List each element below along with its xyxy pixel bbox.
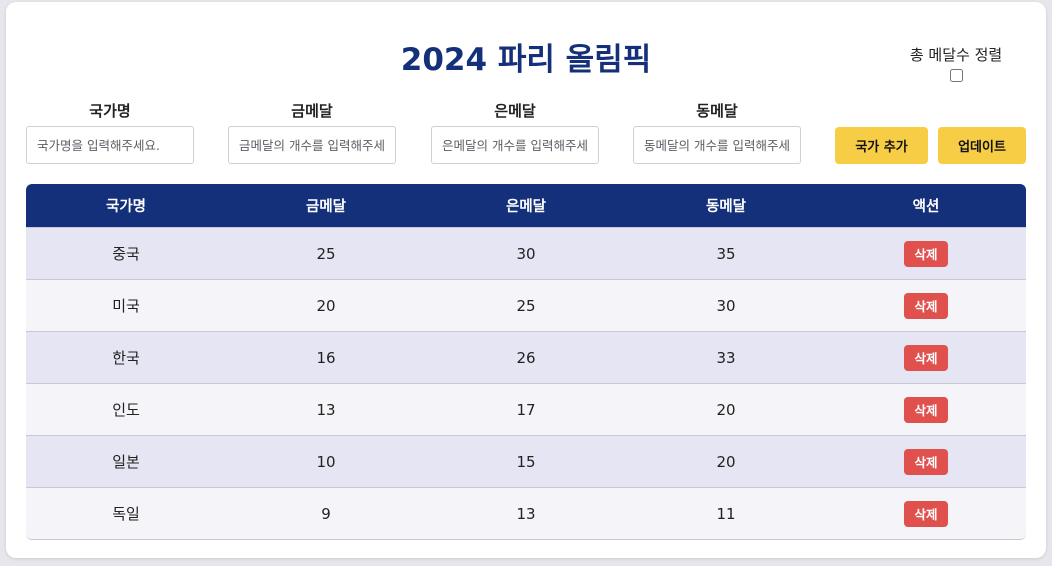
cell-silver: 25 bbox=[426, 279, 626, 332]
cell-silver: 17 bbox=[426, 383, 626, 436]
gold-field-group: 금메달 bbox=[228, 100, 396, 164]
silver-label: 은메달 bbox=[494, 102, 536, 120]
header-gold: 금메달 bbox=[226, 184, 426, 228]
cell-country: 미국 bbox=[26, 279, 226, 332]
sort-by-total-checkbox[interactable] bbox=[949, 69, 963, 82]
cell-silver: 26 bbox=[426, 331, 626, 384]
cell-country: 중국 bbox=[26, 227, 226, 280]
cell-action: 삭제 bbox=[826, 487, 1026, 539]
table-row: 일본 10 15 20 삭제 bbox=[26, 435, 1026, 488]
bronze-input[interactable] bbox=[633, 126, 801, 164]
medal-table: 국가명 금메달 은메달 동메달 액션 중국 25 30 35 삭제 미국 20 … bbox=[26, 184, 1026, 539]
cell-country: 인도 bbox=[26, 383, 226, 436]
header-action: 액션 bbox=[826, 184, 1026, 228]
delete-button[interactable]: 삭제 bbox=[904, 500, 948, 527]
cell-bronze: 35 bbox=[626, 227, 826, 280]
silver-field-group: 은메달 bbox=[431, 100, 599, 164]
bronze-label: 동메달 bbox=[696, 102, 738, 120]
header-country: 국가명 bbox=[26, 184, 226, 228]
gold-label: 금메달 bbox=[291, 102, 333, 120]
table-row: 미국 20 25 30 삭제 bbox=[26, 279, 1026, 332]
cell-action: 삭제 bbox=[826, 383, 1026, 436]
delete-button[interactable]: 삭제 bbox=[904, 240, 948, 267]
country-label: 국가명 bbox=[89, 102, 131, 120]
cell-action: 삭제 bbox=[826, 435, 1026, 488]
cell-action: 삭제 bbox=[826, 227, 1026, 280]
cell-gold: 10 bbox=[226, 435, 426, 488]
header-silver: 은메달 bbox=[426, 184, 626, 228]
table-row: 중국 25 30 35 삭제 bbox=[26, 227, 1026, 280]
delete-button[interactable]: 삭제 bbox=[904, 396, 948, 423]
table-row: 한국 16 26 33 삭제 bbox=[26, 331, 1026, 384]
cell-silver: 30 bbox=[426, 227, 626, 280]
cell-action: 삭제 bbox=[826, 279, 1026, 332]
medal-table-container: 국가명 금메달 은메달 동메달 액션 중국 25 30 35 삭제 미국 20 … bbox=[26, 184, 1026, 540]
page-title: 2024 파리 올림픽 bbox=[400, 42, 652, 78]
cell-gold: 13 bbox=[226, 383, 426, 436]
cell-gold: 25 bbox=[226, 227, 426, 280]
table-row: 인도 13 17 20 삭제 bbox=[26, 383, 1026, 436]
delete-button[interactable]: 삭제 bbox=[904, 292, 948, 319]
cell-bronze: 20 bbox=[626, 435, 826, 488]
cell-silver: 13 bbox=[426, 487, 626, 539]
cell-country: 한국 bbox=[26, 331, 226, 384]
sort-control: 총 메달수 정렬 bbox=[900, 44, 1012, 82]
country-field-group: 국가명 bbox=[26, 100, 194, 164]
cell-action: 삭제 bbox=[826, 331, 1026, 384]
country-input[interactable] bbox=[26, 126, 194, 164]
gold-input[interactable] bbox=[228, 126, 396, 164]
cell-gold: 9 bbox=[226, 487, 426, 539]
cell-bronze: 11 bbox=[626, 487, 826, 539]
cell-country: 일본 bbox=[26, 435, 226, 488]
cell-gold: 16 bbox=[226, 331, 426, 384]
cell-gold: 20 bbox=[226, 279, 426, 332]
silver-input[interactable] bbox=[431, 126, 599, 164]
header-bronze: 동메달 bbox=[626, 184, 826, 228]
cell-bronze: 30 bbox=[626, 279, 826, 332]
cell-bronze: 33 bbox=[626, 331, 826, 384]
delete-button[interactable]: 삭제 bbox=[904, 344, 948, 371]
cell-country: 독일 bbox=[26, 487, 226, 539]
sort-label: 총 메달수 정렬 bbox=[909, 46, 1003, 64]
cell-silver: 15 bbox=[426, 435, 626, 488]
cell-bronze: 20 bbox=[626, 383, 826, 436]
add-country-button[interactable]: 국가 추가 bbox=[835, 127, 928, 164]
update-button[interactable]: 업데이트 bbox=[938, 127, 1026, 164]
table-header-row: 국가명 금메달 은메달 동메달 액션 bbox=[26, 184, 1026, 228]
bronze-field-group: 동메달 bbox=[633, 100, 801, 164]
table-row: 독일 9 13 11 삭제 bbox=[26, 487, 1026, 539]
delete-button[interactable]: 삭제 bbox=[904, 448, 948, 475]
